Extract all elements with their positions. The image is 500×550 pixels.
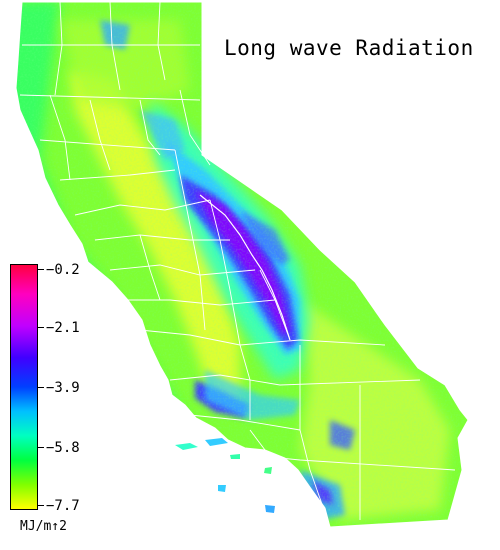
legend-label-max: −0.2: [46, 262, 80, 278]
legend-gradient: [11, 265, 37, 509]
legend-tick-2: [38, 327, 44, 328]
map-title: Long wave Radiation: [224, 36, 474, 60]
legend-tick-4: [38, 447, 44, 448]
legend-label-4: −5.8: [46, 440, 80, 456]
legend-tick-3: [38, 387, 44, 388]
sierra-crest-lines: [199, 194, 291, 341]
legend-label-min: −7.7: [46, 498, 80, 514]
legend-label-2: −2.1: [46, 320, 80, 336]
legend-unit: MJ/m↑2: [20, 519, 67, 534]
legend-tick-1: [38, 269, 44, 270]
legend-color-bar: [10, 264, 38, 510]
legend-label-3: −3.9: [46, 380, 80, 396]
channel-islands: [175, 438, 275, 513]
county-boundaries: [19, 2, 456, 527]
legend-tick-5: [38, 505, 44, 506]
